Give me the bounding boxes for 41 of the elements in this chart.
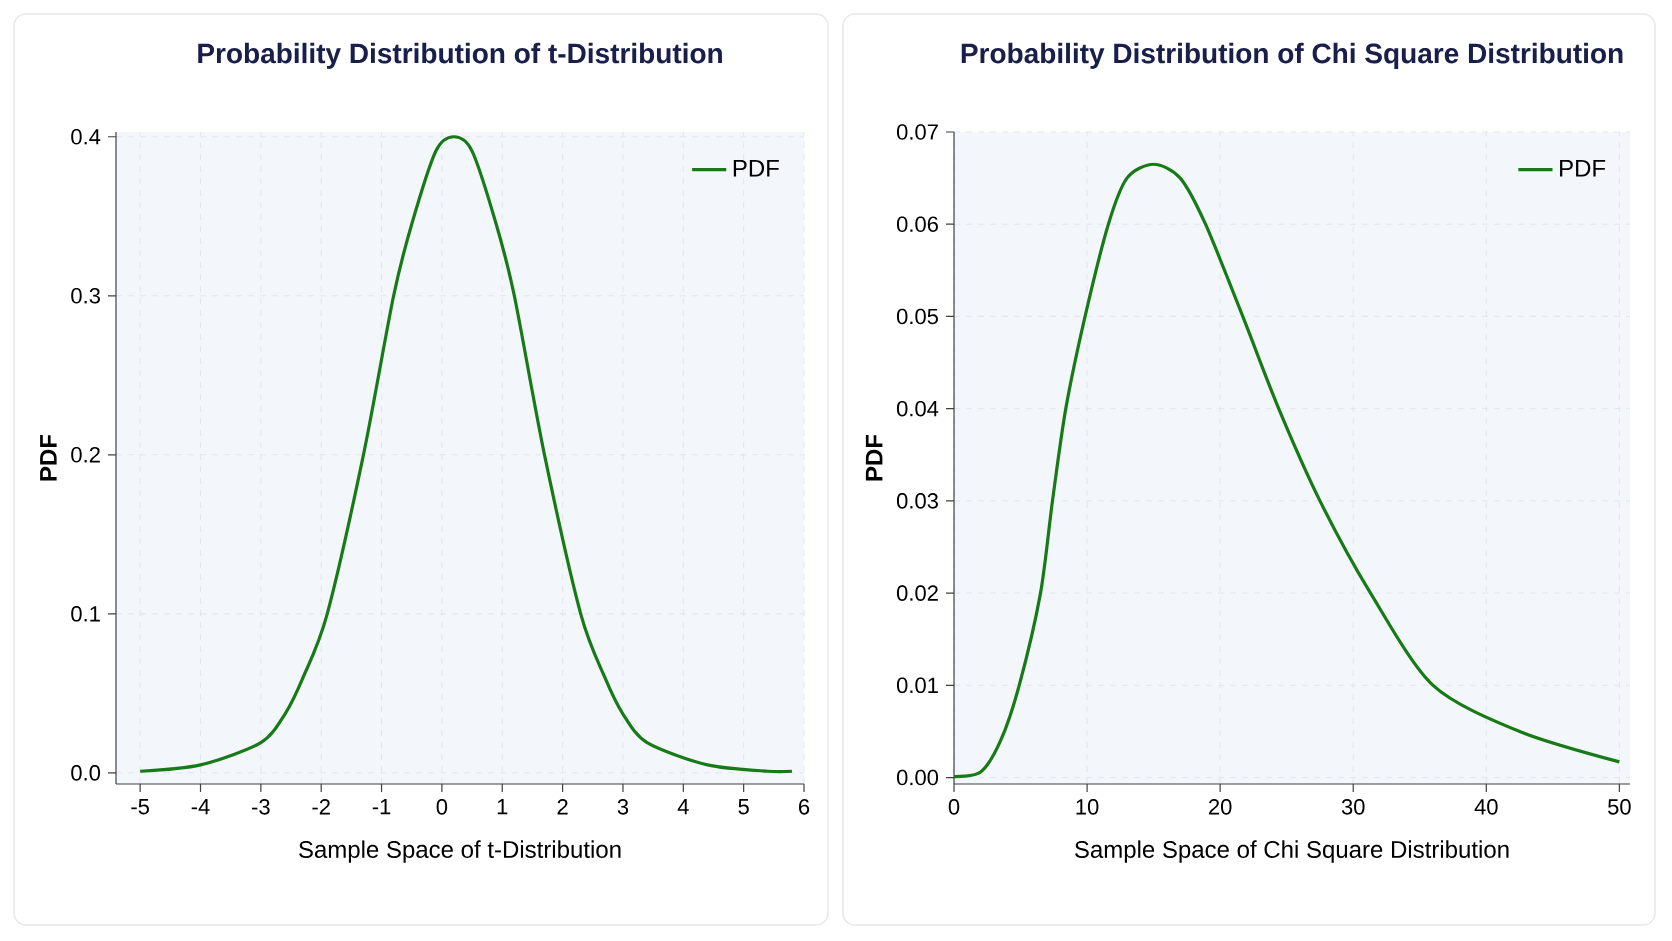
x-tick-label: 0: [436, 799, 448, 815]
x-tick-label: -1: [372, 799, 391, 815]
x-tick-label: 10: [1076, 799, 1099, 815]
line-series: [138, 135, 794, 774]
y-axis-title: PDF: [40, 434, 57, 481]
x-tick-label: 30: [1341, 799, 1365, 815]
chart-title: Probability Distribution of Chi Square Distribution: [961, 42, 1623, 69]
x-tick-label: 0: [948, 799, 960, 815]
y-tick-label: 0.07: [896, 124, 938, 140]
x-tick-label: 40: [1474, 799, 1498, 815]
legend-label: PDF: [733, 159, 779, 177]
x-tick-label: 1: [497, 799, 508, 815]
x-tick-label: -5: [131, 799, 149, 815]
x-tick-label: -3: [252, 799, 270, 815]
x-tick-label: 4: [677, 799, 689, 815]
y-tick-label: 0.00: [896, 769, 939, 786]
y-tick-label: 0.3: [71, 288, 100, 304]
y-tick-label: 0.06: [896, 216, 938, 232]
y-tick-label: 0.03: [896, 493, 938, 509]
y-tick-label: 0.04: [896, 400, 939, 417]
y-tick-label: 0.4: [71, 128, 101, 145]
x-axis-title: Sample Space of Chi Square Distribution: [1074, 840, 1509, 863]
x-axis-title: Sample Space of t-Distribution: [299, 840, 621, 863]
x-tick-label: 20: [1209, 799, 1232, 815]
line-series: [954, 162, 1621, 779]
y-tick-label: 0.05: [896, 308, 938, 325]
x-tick-label: -4: [191, 799, 210, 815]
y-tick-label: 0.02: [896, 585, 938, 601]
x-tick-label: 5: [738, 799, 749, 815]
legend-label: PDF: [1560, 159, 1606, 177]
x-tick-label: -2: [312, 799, 330, 815]
y-tick-label: 0.1: [71, 606, 100, 622]
x-tick-label: 50: [1608, 799, 1631, 815]
chart-title: Probability Distribution of t-Distribution: [198, 42, 722, 69]
y-tick-label: 0.0: [71, 765, 101, 781]
x-tick-label: 2: [557, 799, 568, 815]
x-tick-label: 6: [799, 799, 810, 815]
x-tick-label: 3: [617, 799, 629, 815]
y-axis-title: PDF: [865, 434, 883, 481]
y-tick-label: 0.2: [71, 447, 100, 463]
y-tick-label: 0.01: [896, 677, 938, 694]
